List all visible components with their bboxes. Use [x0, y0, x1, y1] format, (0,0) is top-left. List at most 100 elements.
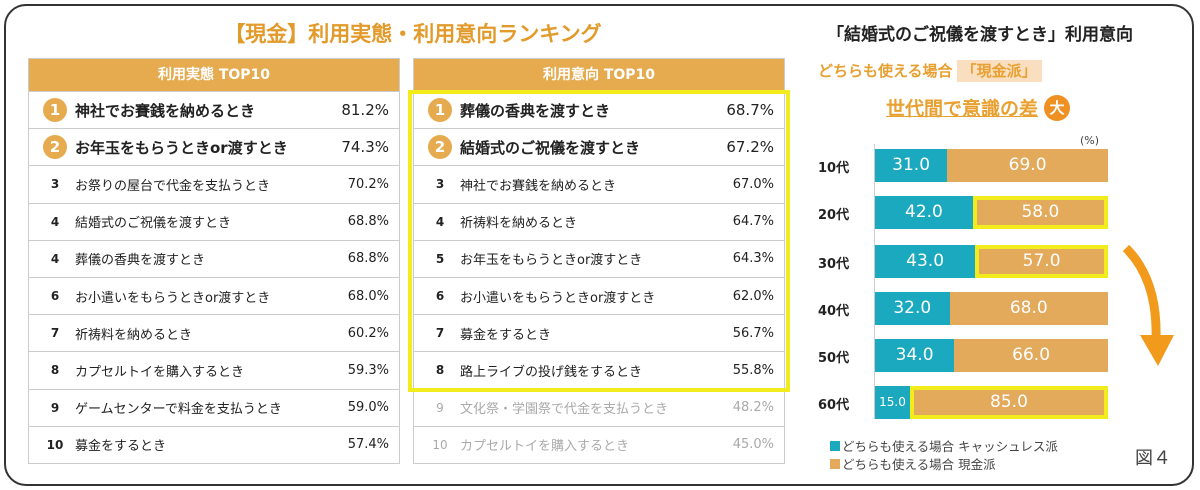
rank-value: 2 [428, 135, 452, 160]
table-row: 3 お祭りの屋台で代金を支払うとき 70.2% [29, 165, 399, 202]
table-row: 9 文化祭・学園祭で代金を支払うとき 48.2% [414, 388, 784, 426]
figure-frame [4, 4, 1194, 486]
table-row: 10 カプセルトイを購入するとき 45.0% [414, 425, 784, 463]
rank-value: 4 [435, 214, 445, 229]
bar-cashless: 15.0 [875, 386, 910, 419]
row-label: お小遣いをもらうときor渡すとき [75, 290, 271, 306]
row-percent: 67.0% [732, 176, 774, 192]
row-label: 葬儀の香典を渡すとき [75, 253, 206, 269]
usage-ranking-table: 利用実態 TOP10 1 神社でお賽銭を納めるとき 81.2% 2 お年玉をもらうときo… [28, 58, 400, 464]
row-label: お年玉をもらうときor渡すとき [460, 253, 643, 269]
bar-cashless: 34.0 [875, 339, 955, 372]
rank-number: 3 [35, 177, 75, 191]
legend-swatch-cash [830, 459, 840, 469]
bar-cash: 58.0 [972, 196, 1108, 229]
rank-number: 7 [35, 326, 75, 340]
row-percent: 81.2% [341, 101, 389, 120]
bar-cash: 69.0 [947, 149, 1108, 182]
row-percent: 62.0% [732, 288, 774, 304]
subtitle-tag: 「現金派」 [956, 60, 1042, 82]
row-label: 祈祷料を納めるとき [460, 216, 578, 232]
rank-value: 8 [50, 363, 60, 378]
bar-cashless: 43.0 [875, 245, 976, 278]
rank-number: 8 [35, 363, 75, 377]
row-label: 葬儀の香典を渡すとき [460, 101, 611, 120]
headline-badge: 大 [1044, 95, 1071, 121]
rank-number: 8 [420, 363, 460, 377]
table-row: 2 結婚式のご祝儀を渡すとき 67.2% [414, 128, 784, 165]
rank-value: 4 [50, 251, 60, 266]
rank-number: 4 [35, 252, 75, 266]
rank-number: 7 [420, 326, 460, 340]
headline-text: 世代間で意識の差 [886, 98, 1039, 120]
bar-cashless: 42.0 [875, 196, 973, 229]
row-percent: 68.8% [347, 251, 389, 267]
table-row: 9 ゲームセンターで料金を支払うとき 59.0% [29, 388, 399, 426]
row-percent: 59.3% [347, 362, 389, 378]
bar-cash: 66.0 [954, 339, 1108, 372]
row-label: お祭りの屋台で代金を支払うとき [75, 178, 271, 194]
row-percent: 70.2% [347, 176, 389, 192]
row-label: 募金をするとき [75, 439, 167, 455]
rank-value: 3 [435, 177, 445, 192]
table-row: 7 募金をするとき 56.7% [414, 314, 784, 351]
row-label: カプセルトイを購入するとき [460, 439, 630, 455]
rank-value: 6 [50, 289, 60, 304]
row-label: 神社でお賽銭を納めるとき [460, 178, 617, 194]
row-percent: 68.7% [726, 101, 774, 120]
rank-number: 1 [420, 98, 460, 123]
bar-cash: 57.0 [975, 245, 1108, 278]
rank-number: 9 [420, 401, 460, 415]
row-label: 結婚式のご祝儀を渡すとき [460, 138, 641, 157]
row-percent: 64.7% [732, 214, 774, 230]
table-row: 7 祈祷料を納めるとき 60.2% [29, 314, 399, 351]
table-row: 6 お小遣いをもらうときor渡すとき 62.0% [414, 276, 784, 314]
rank-number: 1 [35, 98, 75, 123]
table-row: 4 結婚式のご祝儀を渡すとき 68.8% [29, 202, 399, 240]
row-label: カプセルトイを購入するとき [75, 364, 245, 380]
row-label: 結婚式のご祝儀を渡すとき [75, 216, 232, 232]
rank-value: 10 [46, 437, 64, 452]
row-label: ゲームセンターで料金を支払うとき [75, 402, 282, 418]
rank-number: 6 [420, 289, 460, 303]
table-row: 3 神社でお賽銭を納めるとき 67.0% [414, 165, 784, 202]
table-row: 1 葬儀の香典を渡すとき 68.7% [414, 91, 784, 128]
rank-value: 9 [436, 400, 444, 415]
subtitle-prefix: どちらも使える場合 [818, 62, 953, 80]
unit-label: (%) [1080, 134, 1100, 147]
rank-number: 5 [420, 252, 460, 266]
chart-headline: 世代間で意識の差大 [886, 94, 1071, 121]
rank-value: 7 [50, 326, 60, 341]
legend-item-cash: どちらも使える場合 現金派 [830, 454, 996, 473]
row-percent: 55.8% [732, 362, 774, 378]
rank-value: 4 [50, 214, 60, 229]
row-label: お年玉をもらうときor渡すとき [75, 138, 288, 157]
category-label: 30代 [818, 257, 850, 272]
row-percent: 48.2% [732, 400, 774, 416]
rank-number: 9 [35, 401, 75, 415]
category-label: 40代 [818, 304, 850, 319]
bar-cash: 68.0 [949, 292, 1108, 325]
rank-value: 3 [50, 177, 60, 192]
category-label: 50代 [818, 351, 850, 366]
rank-value: 6 [435, 289, 445, 304]
row-percent: 57.4% [347, 437, 389, 453]
rank-number: 10 [35, 438, 75, 452]
row-percent: 68.8% [347, 214, 389, 230]
row-label: 募金をするとき [460, 327, 552, 343]
table-row: 10 募金をするとき 57.4% [29, 425, 399, 463]
category-label: 20代 [818, 208, 850, 223]
bar-cash: 85.0 [909, 386, 1108, 419]
row-percent: 64.3% [732, 251, 774, 267]
rank-value: 1 [428, 98, 452, 123]
rank-number: 4 [420, 215, 460, 229]
chart-axis [874, 144, 875, 419]
bar-cashless: 31.0 [875, 149, 948, 182]
category-label: 60代 [818, 398, 850, 413]
legend-swatch-cashless [830, 441, 840, 451]
table-row: 8 路上ライブの投げ銭をするとき 55.8% [414, 351, 784, 388]
table-row: 1 神社でお賽銭を納めるとき 81.2% [29, 91, 399, 128]
table-row: 8 カプセルトイを購入するとき 59.3% [29, 351, 399, 388]
row-percent: 56.7% [732, 325, 774, 341]
rank-value: 10 [432, 437, 448, 452]
